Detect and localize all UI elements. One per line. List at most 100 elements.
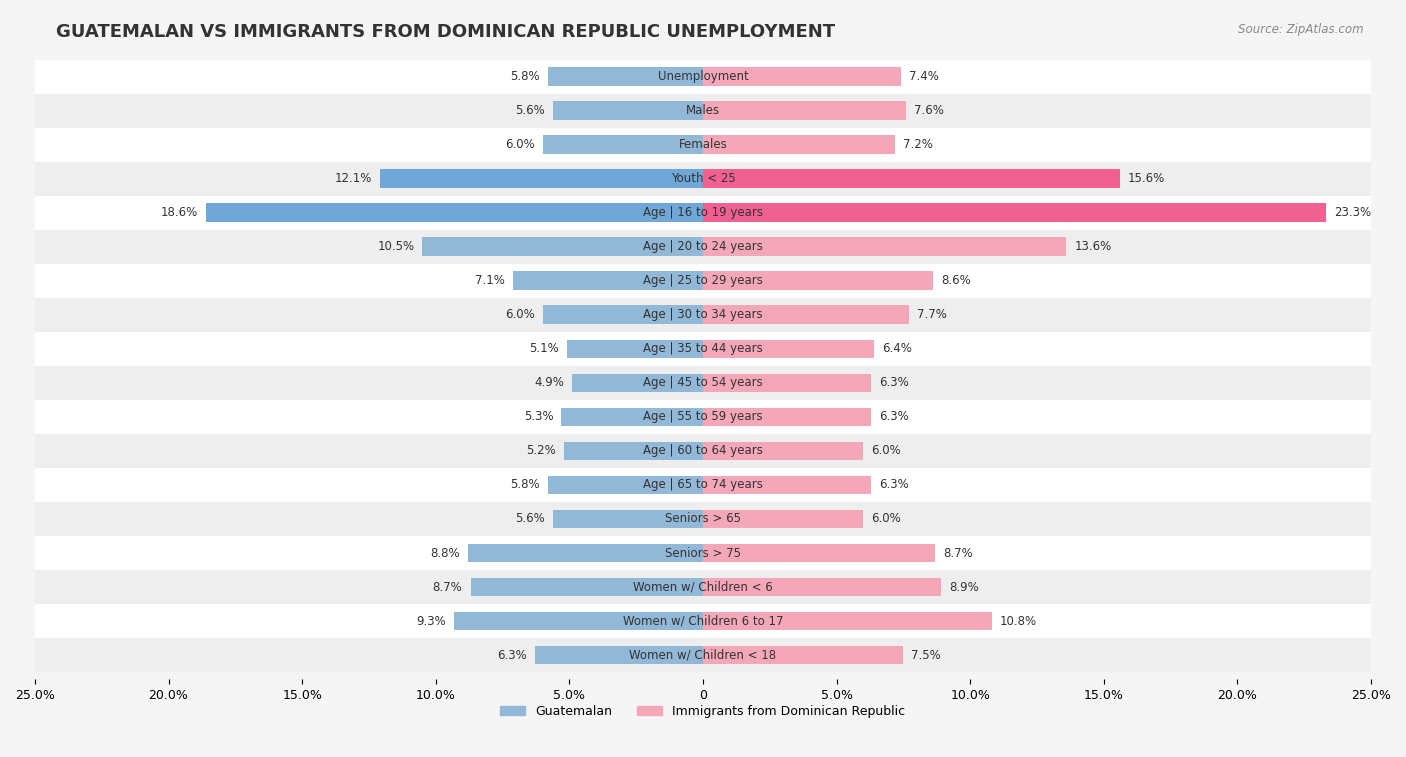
Text: 7.6%: 7.6% xyxy=(914,104,943,117)
Bar xyxy=(35,604,1371,638)
Text: 13.6%: 13.6% xyxy=(1074,240,1112,254)
Bar xyxy=(703,407,872,426)
Text: 5.2%: 5.2% xyxy=(526,444,555,457)
Bar xyxy=(35,196,1371,230)
Bar xyxy=(35,366,1371,400)
Bar xyxy=(703,544,935,562)
Bar xyxy=(422,238,703,256)
Bar xyxy=(35,536,1371,570)
Text: Age | 20 to 24 years: Age | 20 to 24 years xyxy=(643,240,763,254)
Text: Unemployment: Unemployment xyxy=(658,70,748,83)
Text: 10.5%: 10.5% xyxy=(377,240,415,254)
Text: Women w/ Children < 18: Women w/ Children < 18 xyxy=(630,649,776,662)
Text: 12.1%: 12.1% xyxy=(335,173,371,185)
Text: Seniors > 75: Seniors > 75 xyxy=(665,547,741,559)
Bar xyxy=(513,272,703,290)
Bar xyxy=(35,332,1371,366)
Bar xyxy=(35,128,1371,162)
Bar xyxy=(703,509,863,528)
Bar xyxy=(572,373,703,392)
Bar xyxy=(703,612,991,631)
Bar xyxy=(35,570,1371,604)
Text: Age | 30 to 34 years: Age | 30 to 34 years xyxy=(643,308,763,321)
Text: Age | 65 to 74 years: Age | 65 to 74 years xyxy=(643,478,763,491)
Text: Females: Females xyxy=(679,139,727,151)
Text: 5.8%: 5.8% xyxy=(510,478,540,491)
Text: 23.3%: 23.3% xyxy=(1334,206,1371,220)
Text: 15.6%: 15.6% xyxy=(1128,173,1166,185)
Bar xyxy=(567,339,703,358)
Text: 6.4%: 6.4% xyxy=(882,342,912,355)
Text: Age | 55 to 59 years: Age | 55 to 59 years xyxy=(643,410,763,423)
Bar xyxy=(454,612,703,631)
Bar xyxy=(554,509,703,528)
Text: 8.6%: 8.6% xyxy=(941,274,970,288)
Text: 8.7%: 8.7% xyxy=(433,581,463,593)
Text: Women w/ Children < 6: Women w/ Children < 6 xyxy=(633,581,773,593)
Bar xyxy=(703,578,941,597)
Bar xyxy=(468,544,703,562)
Bar xyxy=(35,162,1371,196)
Bar xyxy=(35,263,1371,298)
Text: 10.8%: 10.8% xyxy=(1000,615,1036,628)
Text: Age | 25 to 29 years: Age | 25 to 29 years xyxy=(643,274,763,288)
Bar xyxy=(35,502,1371,536)
Bar xyxy=(703,373,872,392)
Bar xyxy=(554,101,703,120)
Bar xyxy=(35,434,1371,468)
Bar xyxy=(703,441,863,460)
Text: 18.6%: 18.6% xyxy=(160,206,198,220)
Bar xyxy=(35,400,1371,434)
Bar xyxy=(703,238,1066,256)
Text: 9.3%: 9.3% xyxy=(416,615,447,628)
Text: 6.0%: 6.0% xyxy=(872,444,901,457)
Text: 6.3%: 6.3% xyxy=(879,478,910,491)
Bar xyxy=(703,306,908,324)
Text: 6.0%: 6.0% xyxy=(505,139,534,151)
Bar xyxy=(548,67,703,86)
Bar xyxy=(703,204,1326,222)
Bar xyxy=(471,578,703,597)
Bar xyxy=(703,475,872,494)
Text: 7.2%: 7.2% xyxy=(904,139,934,151)
Bar xyxy=(703,101,905,120)
Bar xyxy=(703,272,932,290)
Text: 7.4%: 7.4% xyxy=(908,70,939,83)
Text: 7.5%: 7.5% xyxy=(911,649,941,662)
Text: 8.8%: 8.8% xyxy=(430,547,460,559)
Legend: Guatemalan, Immigrants from Dominican Republic: Guatemalan, Immigrants from Dominican Re… xyxy=(495,699,911,723)
Text: 5.3%: 5.3% xyxy=(523,410,554,423)
Text: 8.7%: 8.7% xyxy=(943,547,973,559)
Bar xyxy=(543,136,703,154)
Text: Seniors > 65: Seniors > 65 xyxy=(665,512,741,525)
Bar xyxy=(703,67,901,86)
Bar xyxy=(534,646,703,665)
Text: Age | 16 to 19 years: Age | 16 to 19 years xyxy=(643,206,763,220)
Bar xyxy=(205,204,703,222)
Text: Women w/ Children 6 to 17: Women w/ Children 6 to 17 xyxy=(623,615,783,628)
Bar xyxy=(561,407,703,426)
Text: Age | 60 to 64 years: Age | 60 to 64 years xyxy=(643,444,763,457)
Text: 5.8%: 5.8% xyxy=(510,70,540,83)
Text: 8.9%: 8.9% xyxy=(949,581,979,593)
Text: 5.6%: 5.6% xyxy=(516,104,546,117)
Text: 7.7%: 7.7% xyxy=(917,308,946,321)
Bar xyxy=(703,646,904,665)
Text: Age | 45 to 54 years: Age | 45 to 54 years xyxy=(643,376,763,389)
Text: Youth < 25: Youth < 25 xyxy=(671,173,735,185)
Bar xyxy=(35,638,1371,672)
Text: 6.0%: 6.0% xyxy=(872,512,901,525)
Bar xyxy=(35,468,1371,502)
Bar xyxy=(703,136,896,154)
Text: Males: Males xyxy=(686,104,720,117)
Text: 6.3%: 6.3% xyxy=(879,376,910,389)
Text: 5.6%: 5.6% xyxy=(516,512,546,525)
Bar xyxy=(564,441,703,460)
Bar xyxy=(703,339,875,358)
Bar xyxy=(35,60,1371,94)
Text: GUATEMALAN VS IMMIGRANTS FROM DOMINICAN REPUBLIC UNEMPLOYMENT: GUATEMALAN VS IMMIGRANTS FROM DOMINICAN … xyxy=(56,23,835,41)
Text: 7.1%: 7.1% xyxy=(475,274,505,288)
Text: Source: ZipAtlas.com: Source: ZipAtlas.com xyxy=(1239,23,1364,36)
Bar xyxy=(35,94,1371,128)
Bar xyxy=(703,170,1119,188)
